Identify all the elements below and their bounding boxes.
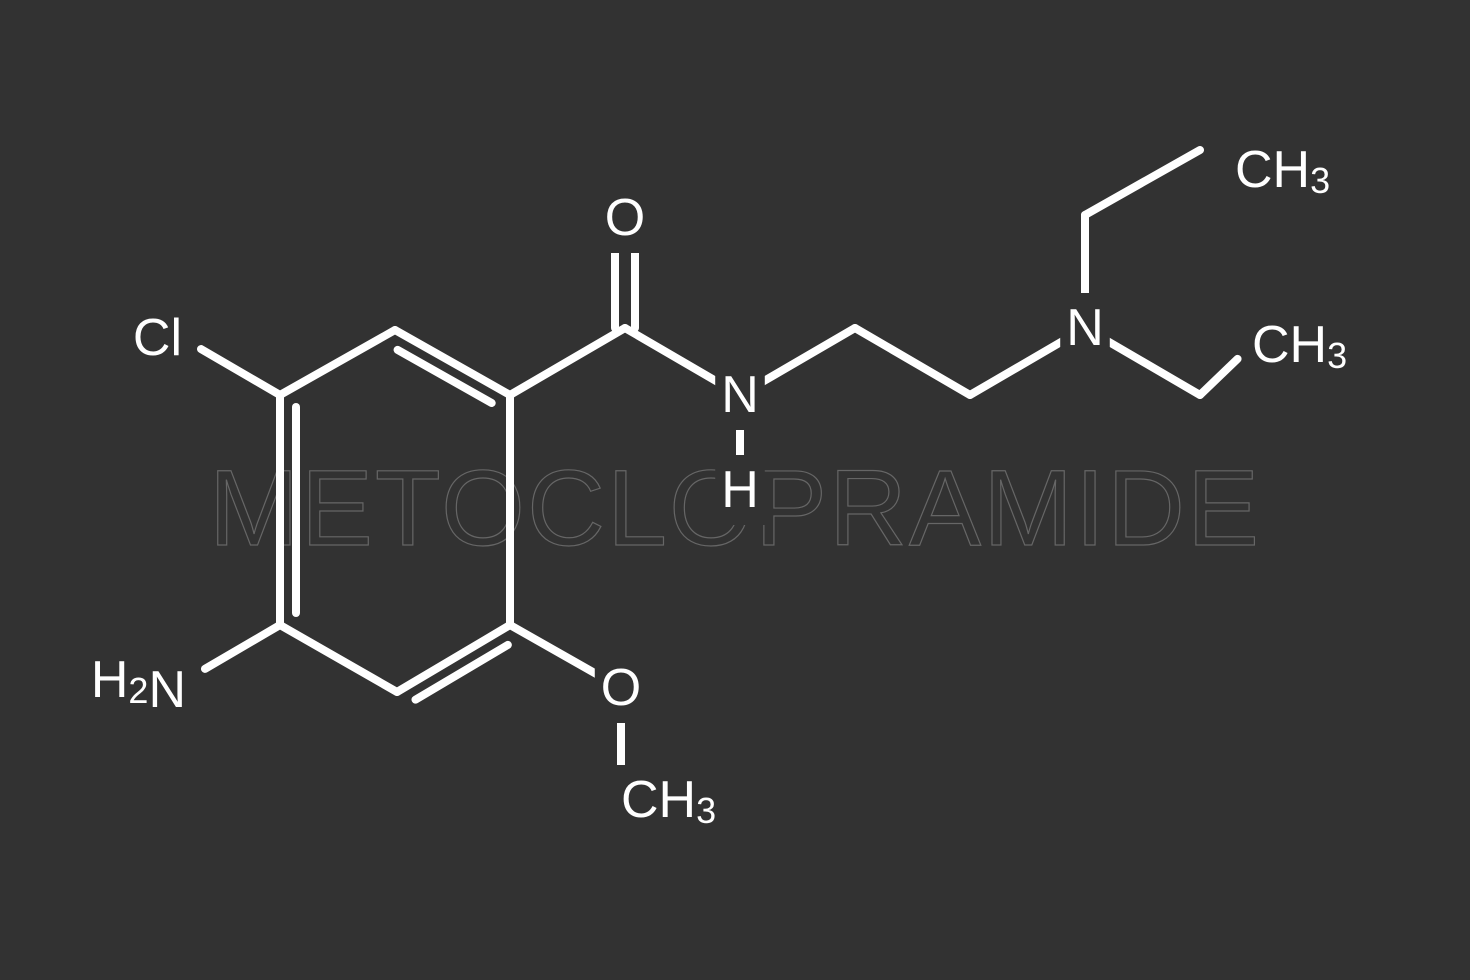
atom-label: O [601, 659, 641, 717]
atom-label: N [1066, 299, 1104, 357]
molecule-svg: METOCLOPRAMIDEClH2NOCH3ONHNCH3CH3 [0, 0, 1470, 980]
atom-label: H [721, 461, 759, 519]
atom-label: O [605, 189, 645, 247]
molecule-diagram: METOCLOPRAMIDEClH2NOCH3ONHNCH3CH3 [0, 0, 1470, 980]
atom-label: N [721, 366, 759, 424]
atom-label: Cl [133, 309, 182, 367]
